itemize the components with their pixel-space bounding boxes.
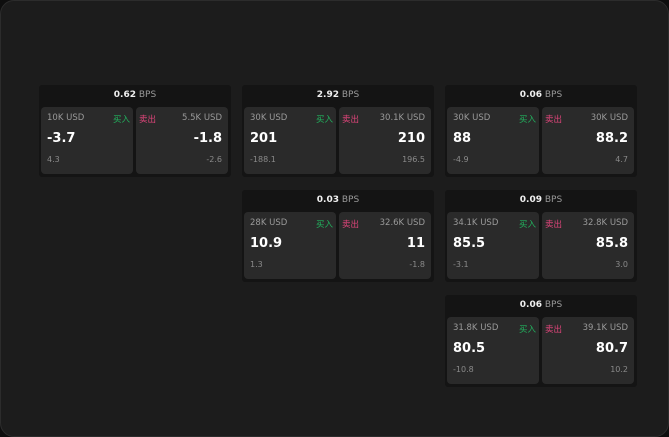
- sell-label[interactable]: 卖出: [342, 220, 360, 230]
- ask-change: 10.2: [610, 365, 628, 374]
- sell-label[interactable]: 卖出: [342, 115, 360, 125]
- spread-unit: BPS: [138, 90, 157, 100]
- sell-label[interactable]: 卖出: [545, 220, 563, 230]
- quote-card: 0.06 BPS 31.8K USD 买入 80.5 -10.8 卖出 39.1…: [445, 295, 637, 387]
- bid-size: 34.1K USD: [453, 218, 499, 228]
- buy-panel[interactable]: 31.8K USD 买入 80.5 -10.8: [447, 317, 539, 384]
- bid-change: -188.1: [250, 155, 276, 164]
- sell-panel[interactable]: 卖出 32.8K USD 85.8 3.0: [542, 212, 634, 279]
- spread-header: 0.06 BPS: [445, 295, 637, 315]
- quote-card: 0.62 BPS 10K USD 买入 -3.7 4.3 卖出 5.5K USD…: [39, 85, 231, 177]
- sell-panel[interactable]: 卖出 30K USD 88.2 4.7: [542, 107, 634, 174]
- spread-header: 0.03 BPS: [242, 190, 434, 210]
- sell-panel[interactable]: 卖出 32.6K USD 11 -1.8: [339, 212, 431, 279]
- sell-panel[interactable]: 卖出 39.1K USD 80.7 10.2: [542, 317, 634, 384]
- ask-price: 11: [406, 236, 425, 251]
- bid-change: -4.9: [453, 155, 469, 164]
- spread-value: 0.62: [113, 90, 136, 100]
- buy-label[interactable]: 买入: [518, 325, 536, 335]
- bid-change: -10.8: [453, 365, 474, 374]
- bid-size: 30K USD: [250, 113, 288, 123]
- ask-price: 80.7: [595, 341, 628, 356]
- quote-card: 0.03 BPS 28K USD 买入 10.9 1.3 卖出 32.6K US…: [242, 190, 434, 282]
- buy-panel[interactable]: 30K USD 买入 201 -188.1: [244, 107, 336, 174]
- spread-unit: BPS: [341, 195, 360, 205]
- ask-size: 32.8K USD: [582, 218, 628, 228]
- bid-price: 201: [250, 131, 278, 146]
- quote-card: 0.06 BPS 30K USD 买入 88 -4.9 卖出 30K USD 8…: [445, 85, 637, 177]
- ask-size: 32.6K USD: [379, 218, 425, 228]
- bid-change: 1.3: [250, 260, 263, 269]
- spread-header: 0.09 BPS: [445, 190, 637, 210]
- bid-change: -3.1: [453, 260, 469, 269]
- sell-label[interactable]: 卖出: [545, 115, 563, 125]
- buy-panel[interactable]: 30K USD 买入 88 -4.9: [447, 107, 539, 174]
- buy-label[interactable]: 买入: [518, 115, 536, 125]
- ask-price: -1.8: [193, 131, 222, 146]
- buy-panel[interactable]: 34.1K USD 买入 85.5 -3.1: [447, 212, 539, 279]
- ask-change: -1.8: [409, 260, 425, 269]
- ask-change: 196.5: [402, 155, 425, 164]
- spread-unit: BPS: [544, 195, 563, 205]
- spread-header: 0.06 BPS: [445, 85, 637, 105]
- sell-panel[interactable]: 卖出 5.5K USD -1.8 -2.6: [136, 107, 228, 174]
- ask-size: 30K USD: [590, 113, 628, 123]
- spread-value: 0.09: [519, 195, 542, 205]
- bid-size: 31.8K USD: [453, 323, 499, 333]
- spread-value: 0.06: [519, 300, 542, 310]
- ask-size: 5.5K USD: [182, 113, 222, 123]
- bid-change: 4.3: [47, 155, 60, 164]
- bid-size: 30K USD: [453, 113, 491, 123]
- ask-price: 85.8: [595, 236, 628, 251]
- bid-size: 28K USD: [250, 218, 288, 228]
- ask-change: 3.0: [615, 260, 628, 269]
- ask-size: 30.1K USD: [379, 113, 425, 123]
- bid-price: 85.5: [453, 236, 486, 251]
- spread-unit: BPS: [544, 300, 563, 310]
- buy-label[interactable]: 买入: [112, 115, 130, 125]
- buy-label[interactable]: 买入: [315, 115, 333, 125]
- buy-label[interactable]: 买入: [518, 220, 536, 230]
- buy-panel[interactable]: 28K USD 买入 10.9 1.3: [244, 212, 336, 279]
- sell-panel[interactable]: 卖出 30.1K USD 210 196.5: [339, 107, 431, 174]
- spread-header: 0.62 BPS: [39, 85, 231, 105]
- buy-label[interactable]: 买入: [315, 220, 333, 230]
- quote-card: 2.92 BPS 30K USD 买入 201 -188.1 卖出 30.1K …: [242, 85, 434, 177]
- spread-header: 2.92 BPS: [242, 85, 434, 105]
- bid-price: 80.5: [453, 341, 486, 356]
- bid-size: 10K USD: [47, 113, 85, 123]
- sell-label[interactable]: 卖出: [545, 325, 563, 335]
- ask-change: -2.6: [206, 155, 222, 164]
- ask-price: 88.2: [595, 131, 628, 146]
- bid-price: 10.9: [250, 236, 283, 251]
- spread-unit: BPS: [544, 90, 563, 100]
- spread-value: 0.06: [519, 90, 542, 100]
- spread-unit: BPS: [341, 90, 360, 100]
- bid-price: -3.7: [47, 131, 76, 146]
- ask-size: 39.1K USD: [582, 323, 628, 333]
- spread-value: 2.92: [316, 90, 339, 100]
- sell-label[interactable]: 卖出: [139, 115, 157, 125]
- bid-price: 88: [453, 131, 472, 146]
- quote-card: 0.09 BPS 34.1K USD 买入 85.5 -3.1 卖出 32.8K…: [445, 190, 637, 282]
- ask-change: 4.7: [615, 155, 628, 164]
- ask-price: 210: [397, 131, 425, 146]
- buy-panel[interactable]: 10K USD 买入 -3.7 4.3: [41, 107, 133, 174]
- spread-value: 0.03: [316, 195, 339, 205]
